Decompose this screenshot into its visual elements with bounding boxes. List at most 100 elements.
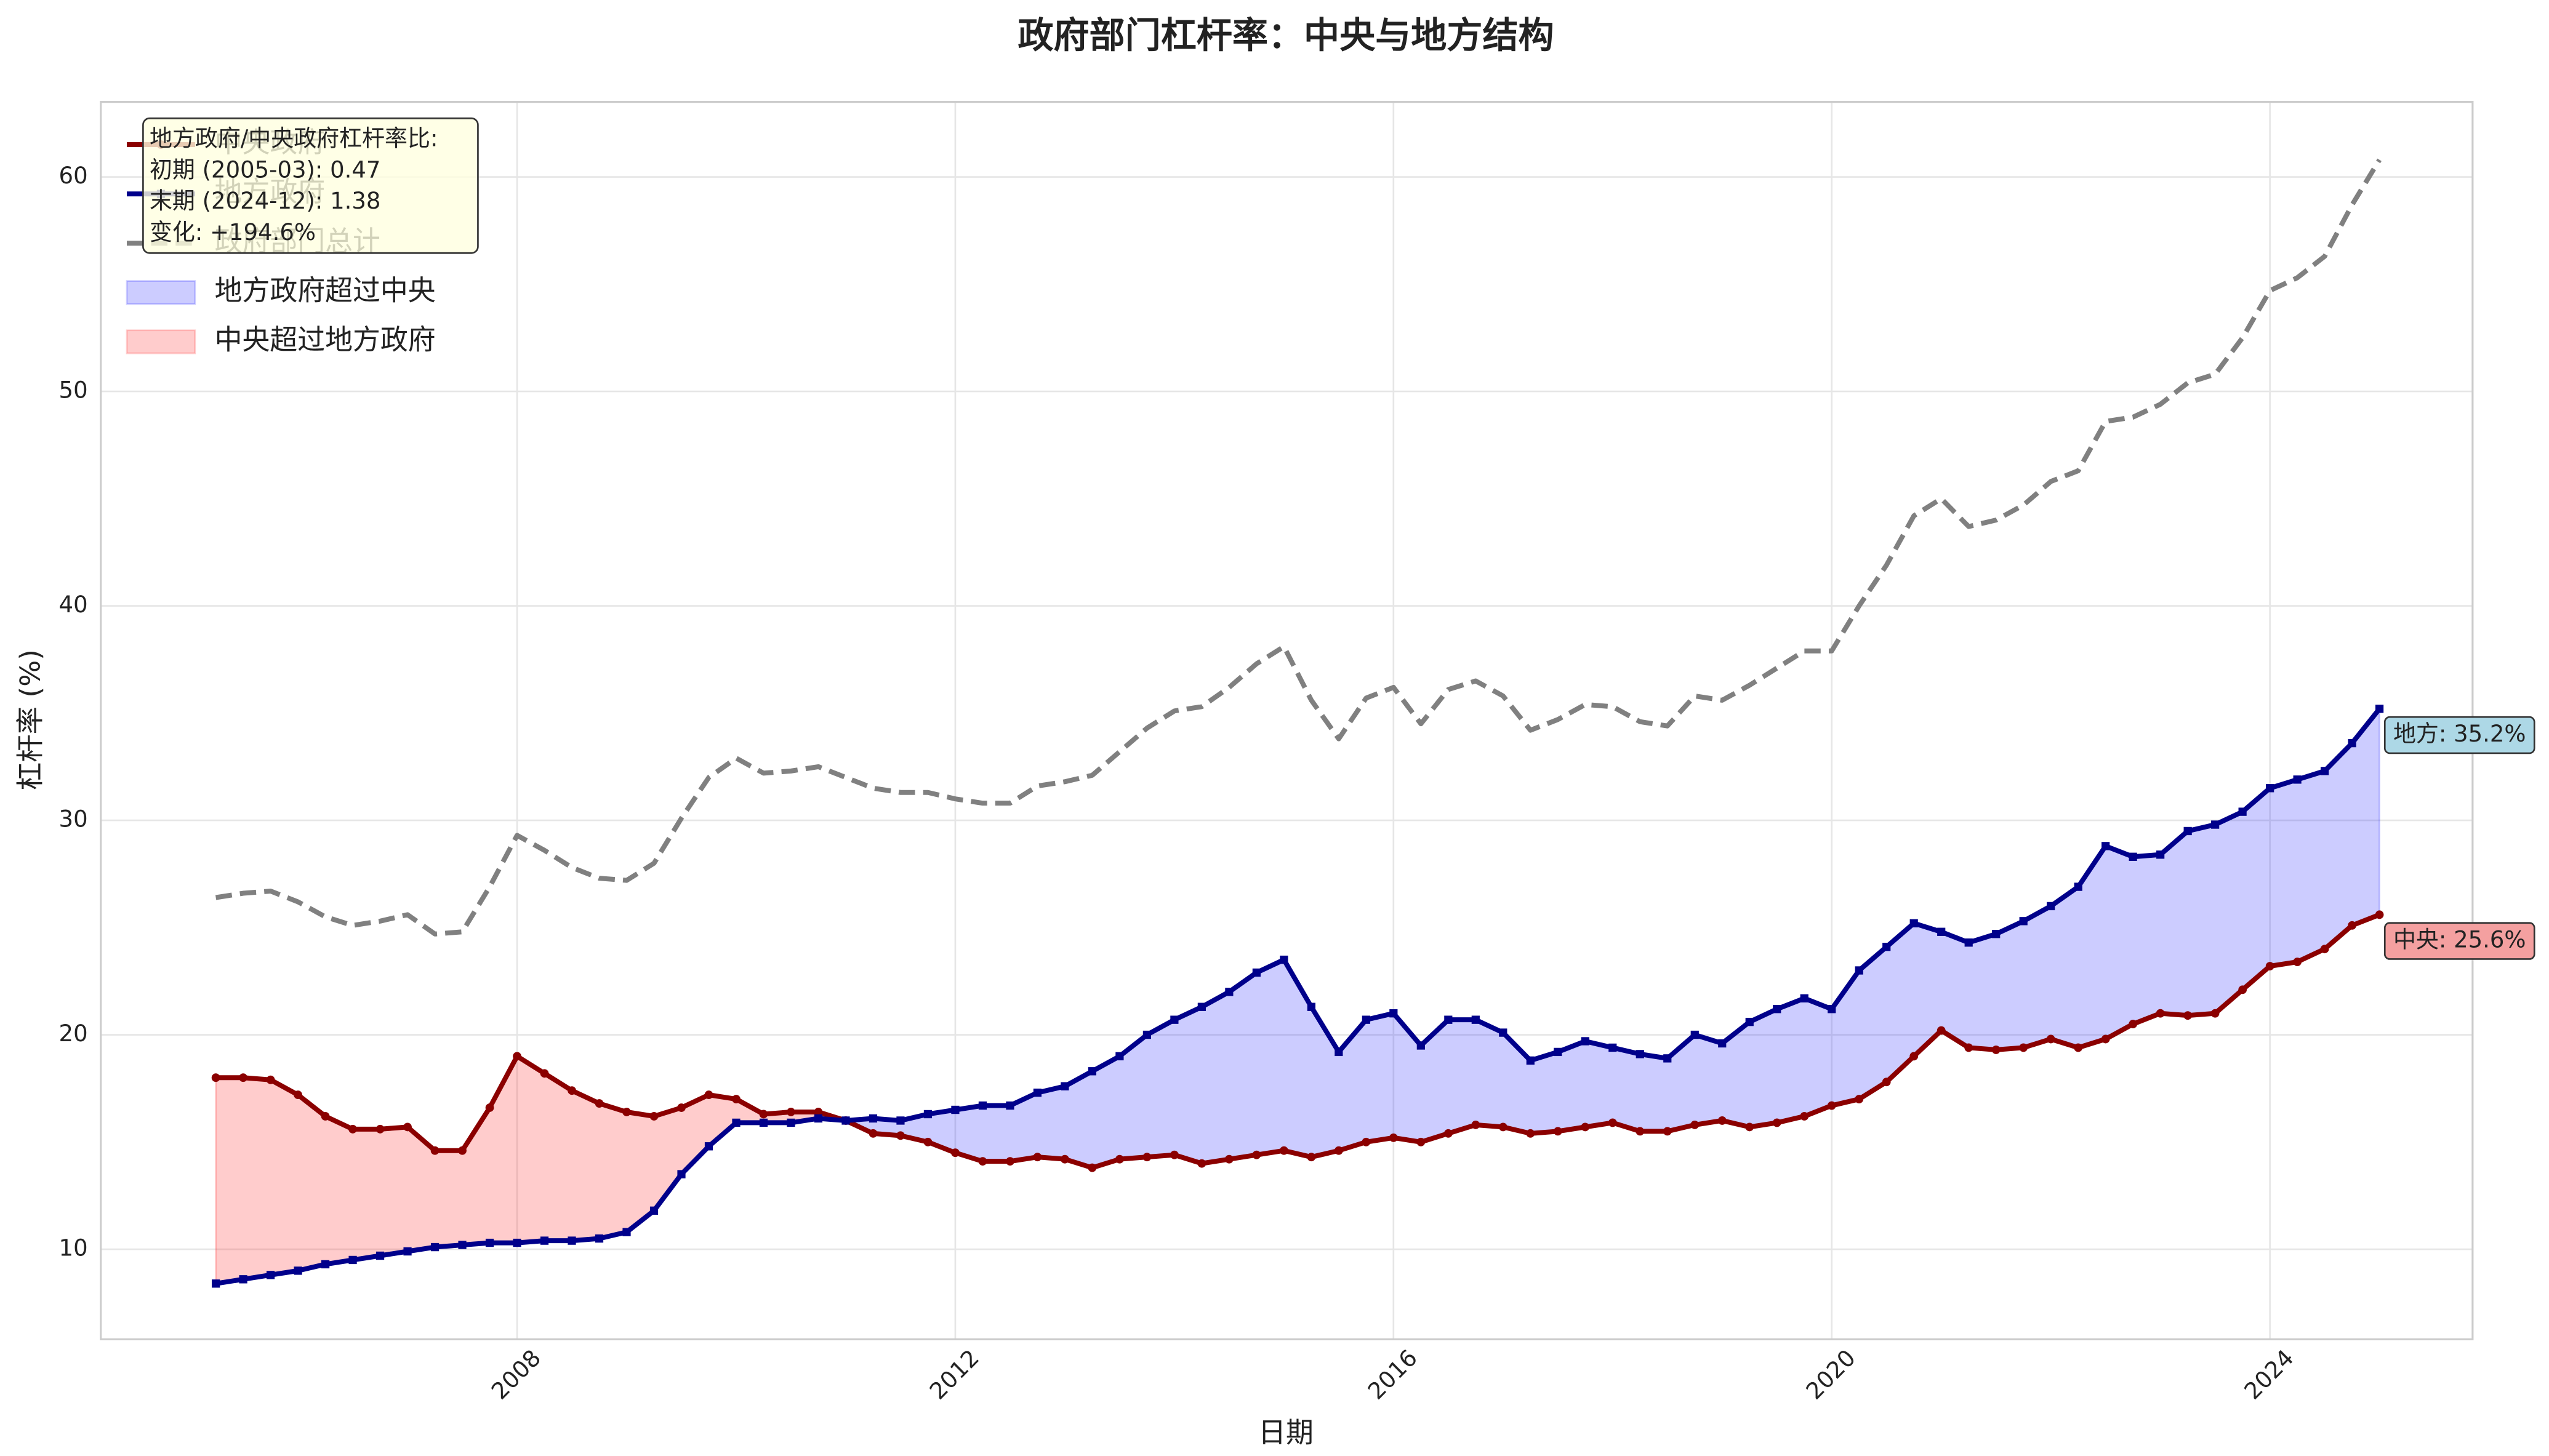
- marker: [896, 1131, 905, 1140]
- y-tick-label: 10: [59, 1234, 88, 1261]
- marker: [1389, 1009, 1398, 1018]
- chart-title: 政府部门杠杆率：中央与地方结构: [1018, 14, 1554, 56]
- marker: [759, 1110, 768, 1119]
- marker: [430, 1146, 440, 1155]
- marker: [1307, 1153, 1316, 1162]
- marker: [677, 1103, 686, 1112]
- marker: [2101, 1034, 2110, 1044]
- end-label-box: [2383, 716, 2535, 754]
- marker: [1773, 1005, 1781, 1014]
- marker: [1608, 1043, 1617, 1052]
- marker: [1061, 1154, 1069, 1164]
- marker: [1745, 1017, 1754, 1026]
- marker: [1443, 1129, 1453, 1138]
- marker: [1088, 1067, 1097, 1076]
- marker: [1882, 1078, 1891, 1087]
- marker: [266, 1271, 275, 1279]
- marker: [677, 1170, 686, 1178]
- marker: [1663, 1127, 1672, 1136]
- marker: [321, 1260, 330, 1269]
- marker: [1170, 1150, 1179, 1159]
- line-series: [215, 707, 2382, 1286]
- marker: [375, 1124, 385, 1134]
- marker: [2129, 852, 2137, 861]
- marker: [348, 1124, 357, 1134]
- marker: [1197, 1159, 1206, 1168]
- marker: [458, 1146, 467, 1155]
- marker: [513, 1238, 521, 1247]
- annotation-text: 末期 (2024-12): 1.38: [150, 187, 380, 214]
- marker: [2266, 784, 2274, 793]
- marker: [1992, 930, 2001, 938]
- marker: [1335, 1047, 1343, 1057]
- marker: [869, 1129, 878, 1138]
- marker: [1800, 1112, 1809, 1121]
- marker: [2019, 917, 2028, 926]
- marker: [1389, 1133, 1398, 1142]
- marker: [212, 1279, 220, 1288]
- end-label: 地方: 35.2%: [2393, 720, 2526, 747]
- legend-label: 地方政府超过中央: [215, 274, 436, 306]
- marker: [978, 1157, 987, 1166]
- marker: [568, 1086, 576, 1095]
- marker: [814, 1114, 823, 1123]
- marker: [2101, 842, 2110, 850]
- marker: [1061, 1082, 1069, 1090]
- marker: [1827, 1101, 1836, 1110]
- marker: [403, 1247, 412, 1256]
- marker: [294, 1090, 302, 1100]
- marker: [1142, 1153, 1152, 1162]
- marker: [1471, 1120, 1480, 1129]
- marker: [787, 1108, 795, 1116]
- marker: [1115, 1154, 1124, 1164]
- marker: [430, 1242, 440, 1252]
- marker: [1636, 1127, 1645, 1136]
- marker: [1334, 1146, 1343, 1155]
- marker: [1526, 1129, 1535, 1138]
- marker: [1855, 1095, 1864, 1104]
- marker: [1608, 1118, 1617, 1127]
- annotation-text: 变化: +194.6%: [150, 218, 316, 246]
- marker: [1909, 1052, 1919, 1061]
- marker: [2047, 902, 2055, 911]
- marker: [2375, 705, 2384, 713]
- marker: [1115, 1052, 1124, 1061]
- marker: [1225, 1154, 1234, 1164]
- marker: [239, 1275, 247, 1284]
- y-tick-label: 50: [59, 376, 88, 403]
- marker: [1964, 938, 1973, 947]
- marker: [1252, 968, 1261, 977]
- marker: [704, 1090, 713, 1100]
- marker: [2129, 1020, 2138, 1029]
- marker: [1362, 1015, 1370, 1024]
- marker: [2321, 767, 2329, 775]
- marker: [2156, 1009, 2165, 1018]
- marker: [2293, 775, 2302, 784]
- marker: [2375, 910, 2384, 919]
- marker: [266, 1075, 275, 1084]
- marker: [2183, 1011, 2193, 1020]
- marker: [1498, 1122, 1507, 1132]
- marker: [1964, 1043, 1973, 1052]
- legend-swatch: [126, 280, 196, 305]
- marker: [841, 1116, 850, 1125]
- marker: [375, 1251, 385, 1260]
- marker: [1033, 1088, 1042, 1097]
- marker: [2183, 826, 2192, 836]
- marker: [732, 1095, 741, 1104]
- marker: [1170, 1015, 1179, 1024]
- marker: [1088, 1163, 1097, 1172]
- marker: [540, 1236, 549, 1245]
- marker: [1142, 1030, 1151, 1039]
- marker: [978, 1101, 987, 1110]
- marker: [1855, 966, 1863, 975]
- marker: [1252, 1150, 1261, 1159]
- marker: [294, 1266, 302, 1275]
- line-series: [215, 158, 2382, 937]
- marker: [2074, 882, 2082, 891]
- marker: [1663, 1054, 1672, 1063]
- marker: [1909, 919, 1918, 927]
- marker: [2211, 820, 2220, 829]
- marker: [759, 1118, 768, 1127]
- y-tick-label: 40: [59, 591, 88, 618]
